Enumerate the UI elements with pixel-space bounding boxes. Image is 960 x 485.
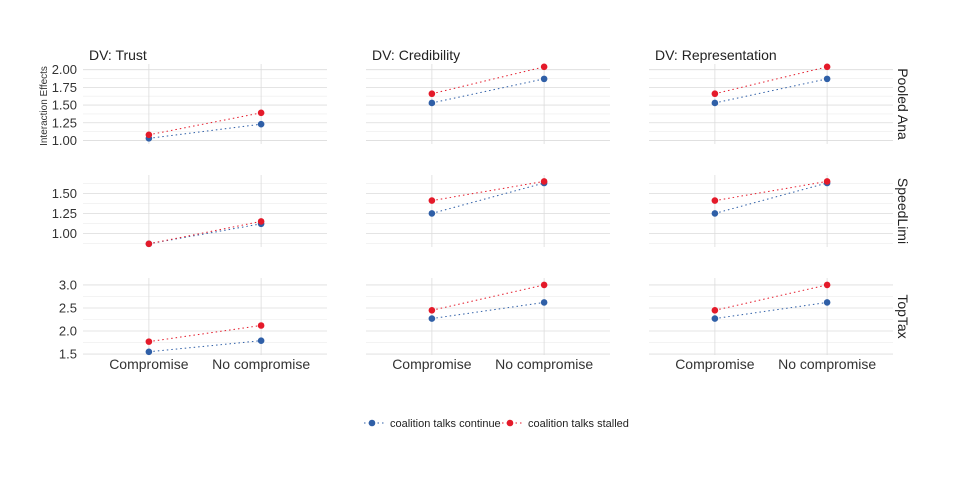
panel-1-1: 1.00 1.25 1.50 1.75 2.00 DV: Trust: [52, 47, 327, 148]
legend-key-point: [506, 419, 514, 427]
legend-item-stalled: coalition talks stalled: [502, 418, 629, 430]
y-tick-label: 1.00: [52, 226, 77, 241]
y-tick-label: 1.50: [52, 98, 77, 113]
facet-row-label: Pooled Ana: [895, 68, 911, 140]
data-point-stalled: [257, 109, 265, 117]
data-point-stalled: [711, 90, 719, 98]
legend-item-continue: coalition talks continue: [364, 418, 501, 430]
data-point-continue: [823, 299, 831, 306]
legend: coalition talks continue coalition talks …: [364, 418, 629, 430]
series-line-stalled: [714, 284, 828, 311]
data-point-stalled: [257, 322, 265, 329]
y-tick-label: 1.75: [52, 80, 77, 95]
series-line-continue: [431, 301, 545, 320]
panels-group: 1.00 1.25 1.50 1.75 2.00 DV: Trust DV: Credibi…: [52, 47, 911, 372]
y-tick-label: 1.25: [52, 115, 77, 130]
data-point-stalled: [428, 306, 436, 314]
legend-label: coalition talks continue: [390, 418, 501, 430]
series-line-stalled: [714, 180, 828, 202]
facet-row-label: SpeedLimi: [895, 178, 911, 244]
data-point-stalled: [145, 131, 153, 139]
x-tick-label: Compromise: [392, 356, 472, 372]
data-point-stalled: [145, 338, 153, 345]
facet-column-title: DV: Representation: [655, 47, 777, 63]
x-tick-label: No compromise: [778, 356, 876, 372]
data-point-stalled: [823, 63, 831, 71]
data-point-stalled: [428, 90, 436, 98]
data-point-stalled: [145, 240, 153, 248]
data-point-stalled: [257, 218, 265, 225]
data-point-stalled: [540, 63, 548, 71]
y-tick-label: 1.00: [52, 133, 77, 148]
data-point-stalled: [711, 306, 719, 314]
x-tick-label: No compromise: [495, 356, 593, 372]
data-point-stalled: [823, 178, 831, 185]
panel-3-3: TopTax Compromise No compromise: [649, 278, 911, 372]
data-point-stalled: [711, 197, 719, 204]
y-axis-label: Interaction Effects: [39, 66, 50, 146]
panel-1-2: DV: Credibility: [366, 47, 610, 144]
y-tick-label: 1.50: [52, 186, 77, 201]
data-point-continue: [428, 210, 436, 217]
series-line-continue: [148, 123, 262, 139]
series-line-stalled: [431, 66, 545, 95]
panel-2-1: 1.00 1.25 1.50: [52, 175, 327, 248]
y-tick-label: 1.25: [52, 206, 77, 221]
series-line-stalled: [148, 324, 262, 343]
series-line-continue: [714, 78, 828, 104]
series-line-continue: [148, 223, 262, 245]
panel-1-3: DV: Representation Pooled Ana: [649, 47, 911, 144]
data-point-continue: [257, 120, 265, 128]
y-tick-label: 3.0: [59, 277, 77, 292]
x-tick-label: No compromise: [212, 356, 310, 372]
panel-3-2: Compromise No compromise: [366, 278, 610, 372]
series-line-continue: [431, 182, 545, 214]
data-point-continue: [145, 348, 153, 356]
x-tick-label: Compromise: [109, 356, 189, 372]
series-line-continue: [148, 340, 262, 353]
series-line-continue: [714, 182, 828, 214]
panel-2-3: SpeedLimi: [649, 175, 911, 247]
legend-key-point: [368, 419, 376, 427]
data-point-continue: [540, 75, 548, 83]
series-line-continue: [714, 301, 828, 320]
y-tick-label: 2.0: [59, 324, 77, 339]
data-point-continue: [711, 210, 719, 217]
series-line-stalled: [431, 284, 545, 311]
panel-2-2: [366, 175, 610, 247]
data-point-continue: [711, 99, 719, 107]
series-line-continue: [431, 78, 545, 104]
data-point-continue: [540, 299, 548, 306]
data-point-stalled: [428, 197, 436, 204]
panel-3-1: 1.5 2.0 2.5 3.0 Compromise No compromise: [59, 277, 327, 372]
y-tick-label: 1.5: [59, 347, 77, 362]
y-tick-label: 2.5: [59, 300, 77, 315]
y-tick-label: 2.00: [52, 62, 77, 77]
data-point-stalled: [540, 178, 548, 185]
data-point-continue: [823, 75, 831, 83]
data-point-continue: [428, 315, 436, 322]
series-line-stalled: [431, 180, 545, 202]
x-tick-label: Compromise: [675, 356, 755, 372]
facet-column-title: DV: Trust: [89, 47, 147, 63]
series-line-stalled: [714, 66, 828, 95]
series-line-stalled: [148, 112, 262, 136]
data-point-continue: [257, 337, 265, 345]
data-point-continue: [428, 99, 436, 107]
series-line-stalled: [148, 220, 262, 245]
facet-row-label: TopTax: [895, 294, 911, 338]
data-point-stalled: [823, 281, 831, 289]
data-point-continue: [711, 315, 719, 322]
legend-label: coalition talks stalled: [528, 418, 629, 430]
facet-column-title: DV: Credibility: [372, 47, 460, 63]
data-point-stalled: [540, 281, 548, 289]
